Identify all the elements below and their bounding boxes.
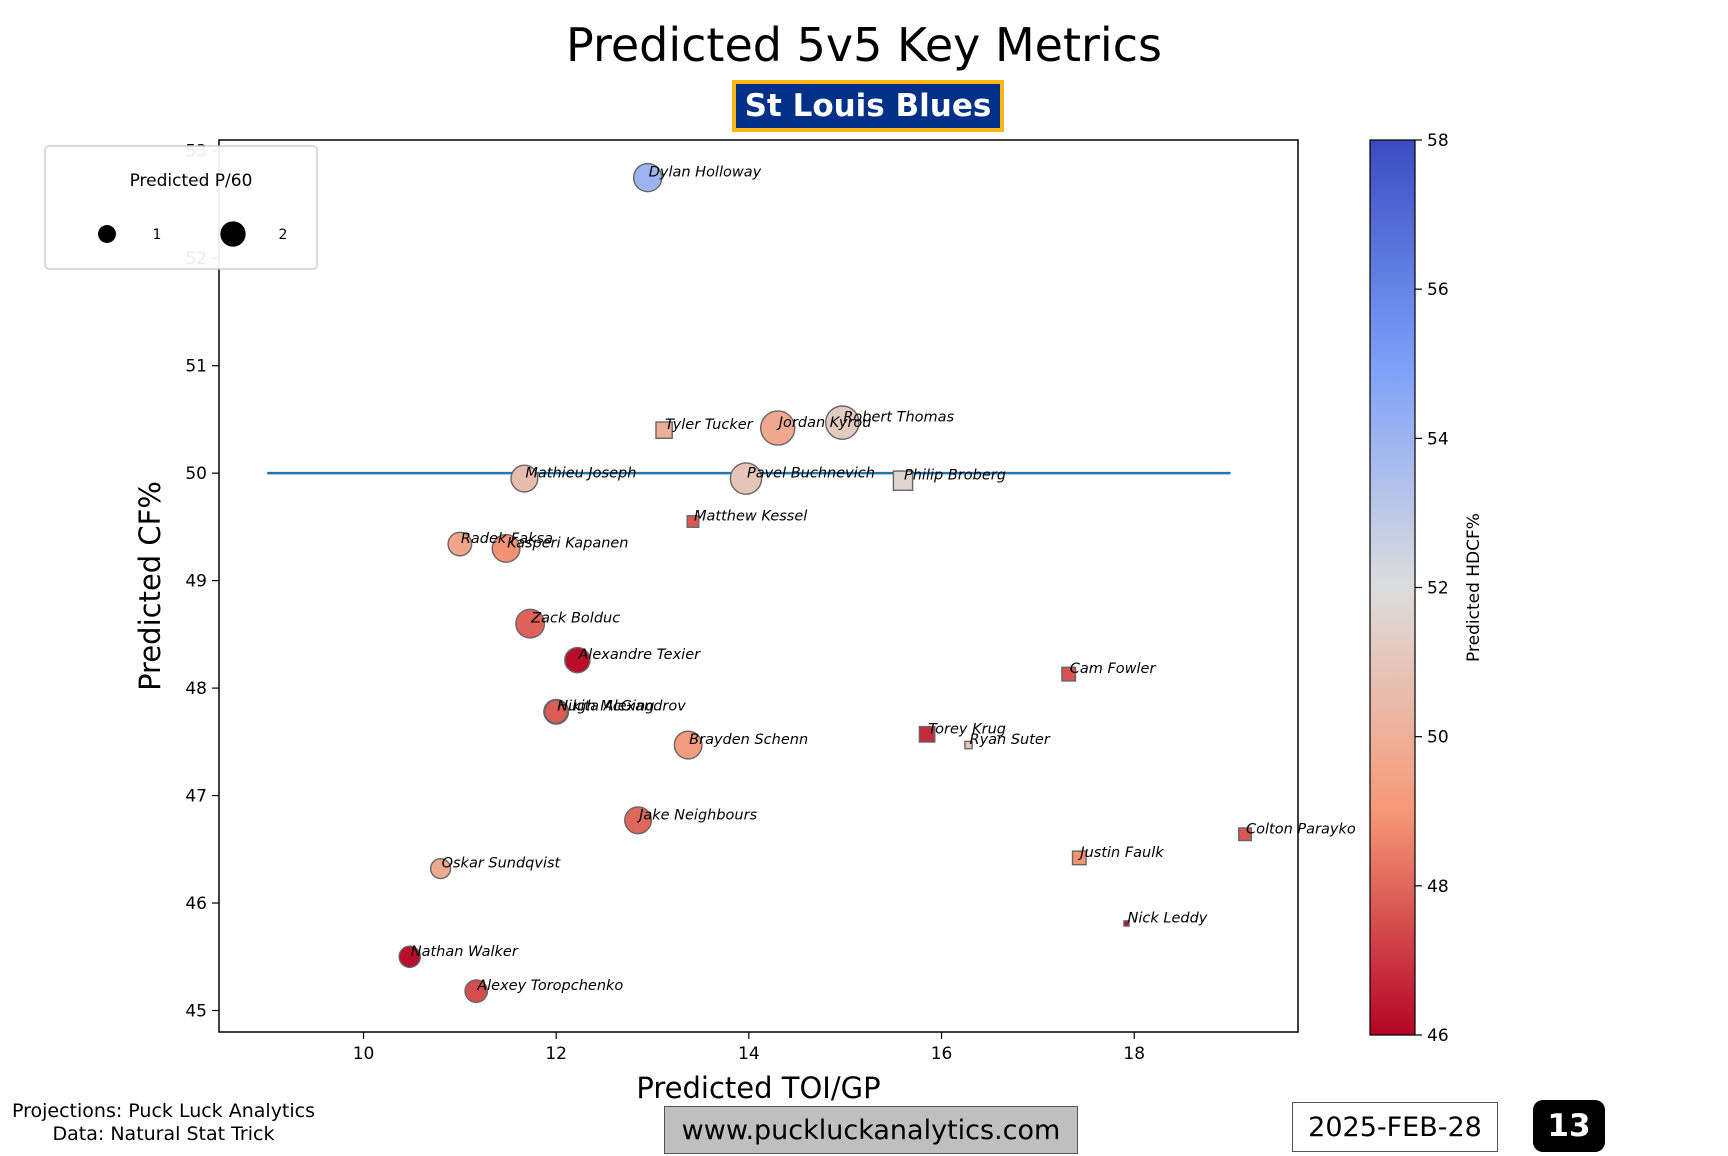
data-point-forward	[429, 857, 452, 880]
y-tick-label: 51	[185, 357, 207, 377]
point-label: Nikita Alexandrov	[557, 699, 686, 715]
colorbar-tick-label: 46	[1427, 1026, 1449, 1046]
point-label: Kasperi Kapanen	[507, 535, 628, 551]
y-tick-label: 49	[185, 572, 207, 592]
colorbar-tick-label: 52	[1427, 579, 1449, 599]
date-badge: 2025-FEB-28	[1292, 1102, 1498, 1152]
size-legend-marker	[98, 225, 116, 243]
x-tick-label: 14	[738, 1044, 760, 1064]
data-point-forward	[491, 533, 521, 563]
data-point-forward	[398, 945, 422, 969]
point-label: Radek Faksa	[461, 531, 553, 547]
x-tick-label: 18	[1123, 1044, 1145, 1064]
team-badge: St Louis Blues	[732, 80, 1004, 132]
data-point-forward	[510, 464, 539, 493]
point-label: Pavel Buchnevich	[747, 466, 875, 482]
point-label: Zack Bolduc	[530, 611, 620, 627]
point-label: Nick Leddy	[1128, 910, 1208, 926]
colorbar-label: Predicted HDCF%	[1464, 513, 1484, 662]
data-point-forward	[624, 806, 653, 835]
point-label: Nathan Walker	[411, 944, 519, 960]
y-axis-label: Predicted CF%	[133, 481, 167, 691]
website-box[interactable]: www.puckluckanalytics.com	[664, 1106, 1080, 1156]
y-tick-label: 46	[185, 894, 207, 914]
size-legend-label: 1	[153, 227, 162, 243]
point-label: Dylan Holloway	[649, 165, 762, 181]
colorbar-tick-label: 56	[1427, 280, 1449, 300]
point-label: Alexey Toropchenko	[476, 978, 623, 994]
point-label: Justin Faulk	[1077, 845, 1164, 861]
data-point-defense	[964, 740, 973, 750]
point-label: Matthew Kessel	[694, 509, 807, 525]
point-label: Colton Parayko	[1246, 821, 1356, 837]
point-label: Mathieu Joseph	[525, 466, 636, 482]
colorbar-tick-label: 54	[1427, 429, 1449, 449]
point-label: Jake Neighbours	[636, 807, 758, 823]
source-credits: Projections: Puck Luck Analytics Data: N…	[12, 1100, 315, 1146]
source-data: Data: Natural Stat Trick	[52, 1123, 275, 1145]
data-point-defense	[892, 470, 914, 491]
data-point-forward	[729, 462, 763, 495]
page-number-badge: 13	[1533, 1100, 1605, 1152]
point-label: Torey Krug	[928, 721, 1006, 737]
y-tick-label: 45	[185, 1002, 207, 1022]
point-label: Philip Broberg	[904, 468, 1006, 484]
data-point-defense	[1071, 850, 1087, 866]
point-label: Robert Thomas	[843, 410, 954, 426]
data-point-forward	[760, 410, 796, 446]
source-projections: Projections: Puck Luck Analytics	[12, 1100, 316, 1122]
chart-title: Predicted 5v5 Key Metrics	[566, 18, 1162, 72]
point-label: Hugh McGing	[557, 699, 654, 715]
size-legend-label: 2	[279, 227, 288, 243]
point-label: Tyler Tucker	[665, 417, 754, 433]
size-legend-box	[44, 145, 318, 270]
data-point-forward	[564, 646, 591, 674]
data-point-defense	[686, 515, 700, 528]
point-label: Jordan Kyrou	[776, 415, 872, 431]
data-point-forward	[632, 162, 663, 193]
data-point-forward	[543, 699, 569, 724]
y-tick-label: 48	[185, 679, 207, 699]
website-link[interactable]: www.puckluckanalytics.com	[664, 1106, 1078, 1154]
data-point-defense	[918, 725, 936, 743]
data-point-forward	[447, 531, 473, 557]
point-label: Alexandre Texier	[577, 647, 701, 663]
x-tick-label: 12	[545, 1044, 567, 1064]
data-point-defense	[1238, 827, 1253, 842]
data-point-forward	[515, 608, 546, 639]
size-legend-marker	[220, 221, 246, 247]
colorbar	[1369, 139, 1416, 1036]
y-tick-label: 50	[185, 464, 207, 484]
data-point-defense	[1061, 666, 1077, 682]
y-tick-label: 47	[185, 787, 207, 807]
colorbar-tick-label: 48	[1427, 877, 1449, 897]
data-point-forward	[824, 405, 860, 440]
x-axis-label: Predicted TOI/GP	[636, 1071, 880, 1105]
data-point-forward	[673, 730, 703, 760]
x-tick-label: 10	[353, 1044, 375, 1064]
point-label: Oskar Sundqvist	[442, 856, 562, 872]
plot-area	[218, 139, 1299, 1033]
colorbar-tick-label: 50	[1427, 728, 1449, 748]
colorbar-tick-label: 58	[1427, 131, 1449, 151]
size-legend-title: Predicted P/60	[130, 171, 253, 191]
data-point-defense	[655, 421, 673, 439]
data-point-defense	[1123, 920, 1130, 927]
data-point-forward	[464, 979, 489, 1004]
x-tick-label: 16	[931, 1044, 953, 1064]
point-label: Cam Fowler	[1070, 661, 1157, 677]
point-label: Ryan Suter	[970, 732, 1051, 748]
point-label: Brayden Schenn	[689, 732, 808, 748]
